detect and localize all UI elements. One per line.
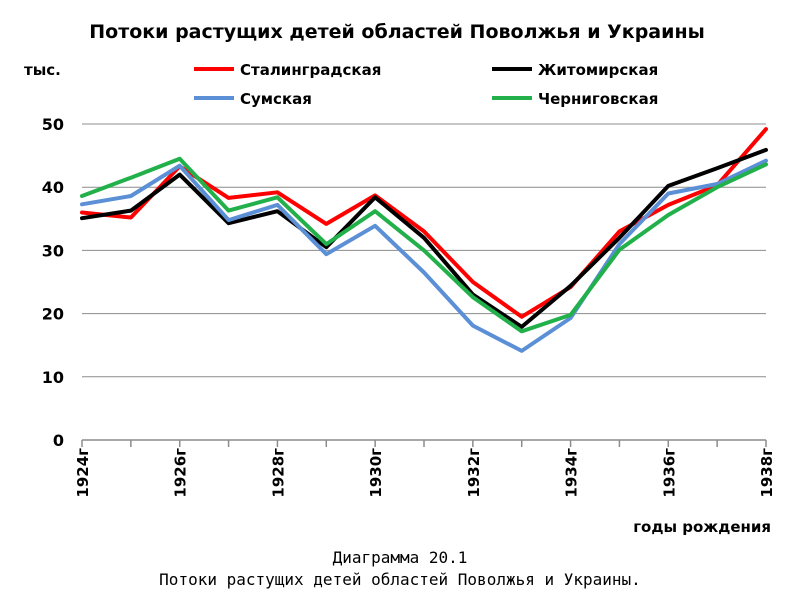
series-lines <box>80 127 768 353</box>
x-tick-label: 1938г <box>758 448 776 498</box>
x-tick-label: 1930г <box>367 448 385 498</box>
legend-label: Сумская <box>240 90 312 108</box>
x-tick-label: 1928г <box>269 448 287 498</box>
y-tick-label: 30 <box>42 241 64 260</box>
x-tick-label: 1936г <box>660 448 678 498</box>
series-line-1 <box>80 127 768 319</box>
caption-line-1: Диаграмма 20.1 <box>333 548 468 567</box>
series-line-4 <box>80 156 768 334</box>
legend-label: Сталинградская <box>240 61 381 79</box>
x-axis-label: годы рождения <box>633 518 771 536</box>
x-tick-label: 1924г <box>74 448 92 498</box>
legend-label: Житомирская <box>538 61 658 79</box>
legend-label: Черниговская <box>538 90 658 108</box>
y-tick-label: 0 <box>53 431 64 450</box>
x-tick-label: 1932г <box>465 448 483 498</box>
y-tick-label: 10 <box>42 368 64 387</box>
x-axis: 1924г 1926г 1928г 1930г 1932г 1934г 1936г 1938г <box>74 439 776 498</box>
series-line-2 <box>80 147 768 329</box>
y-tick-label: 40 <box>42 178 64 197</box>
y-axis-label: тыс. <box>24 61 61 79</box>
y-tick-label: 20 <box>42 305 64 324</box>
series-line-3 <box>80 158 768 353</box>
legend: Сталинградская Житомирская Сумская Чернигов… <box>194 61 658 108</box>
x-tick-label: 1934г <box>563 448 581 498</box>
chart-title: Потоки растущих детей областей Поволжья … <box>89 21 705 43</box>
y-axis-ticks: 0 10 20 30 40 50 <box>42 115 64 450</box>
y-tick-label: 50 <box>42 115 64 134</box>
caption-line-2: Потоки растущих детей областей Поволжья … <box>159 570 641 589</box>
x-tick-label: 1926г <box>172 448 190 498</box>
